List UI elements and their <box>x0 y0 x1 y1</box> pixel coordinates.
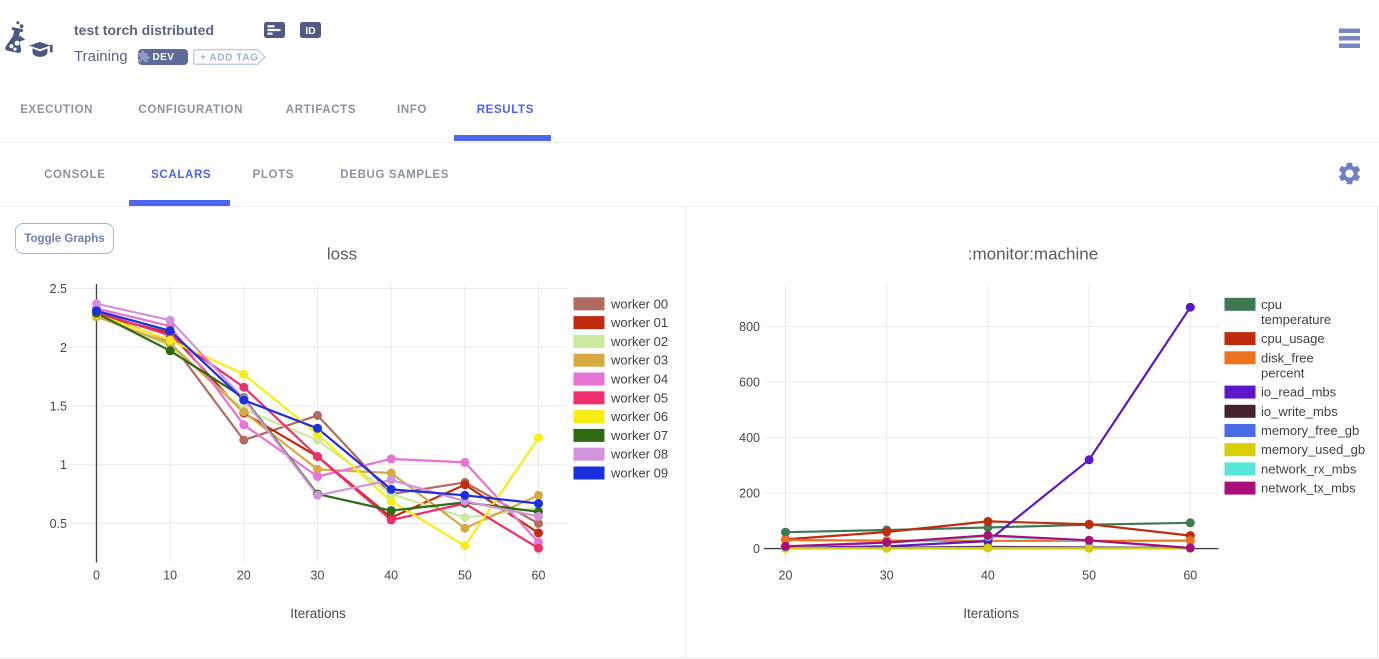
svg-text:memory_free_gb: memory_free_gb <box>1261 423 1359 438</box>
svg-text:disk_free: disk_free <box>1261 350 1314 365</box>
svg-text:10: 10 <box>163 569 177 583</box>
svg-text:worker 01: worker 01 <box>610 315 668 330</box>
svg-text:2: 2 <box>60 341 67 355</box>
svg-text::monitor:machine: :monitor:machine <box>968 245 1098 264</box>
svg-text:network_rx_mbs: network_rx_mbs <box>1261 461 1357 476</box>
svg-text:worker 08: worker 08 <box>610 447 668 462</box>
svg-text:0: 0 <box>753 542 760 556</box>
svg-text:Iterations: Iterations <box>290 606 346 621</box>
svg-text:60: 60 <box>532 569 546 583</box>
svg-text:cpu: cpu <box>1261 297 1282 312</box>
svg-text:cpu_usage: cpu_usage <box>1261 331 1325 346</box>
svg-text:800: 800 <box>739 320 760 334</box>
svg-text:200: 200 <box>739 487 760 501</box>
svg-text:network_tx_mbs: network_tx_mbs <box>1261 481 1356 496</box>
svg-text:2.5: 2.5 <box>50 282 67 296</box>
svg-text:+ ADD TAG: + ADD TAG <box>200 53 258 64</box>
svg-text:40: 40 <box>981 569 995 583</box>
svg-text:percent: percent <box>1261 365 1305 380</box>
svg-text:0.5: 0.5 <box>50 517 67 531</box>
svg-text:worker 06: worker 06 <box>610 409 668 424</box>
svg-text:io_read_mbs: io_read_mbs <box>1261 385 1337 400</box>
svg-text:20: 20 <box>779 569 793 583</box>
svg-text:memory_used_gb: memory_used_gb <box>1261 442 1365 457</box>
svg-text:50: 50 <box>1082 569 1096 583</box>
svg-text:1: 1 <box>60 458 67 472</box>
svg-text:0: 0 <box>93 569 100 583</box>
svg-text:60: 60 <box>1183 569 1197 583</box>
svg-text:600: 600 <box>739 376 760 390</box>
svg-text:30: 30 <box>880 569 894 583</box>
svg-text:1.5: 1.5 <box>50 400 67 414</box>
svg-text:Iterations: Iterations <box>963 606 1019 621</box>
svg-text:ID: ID <box>305 25 316 37</box>
svg-text:30: 30 <box>311 569 325 583</box>
svg-text:40: 40 <box>384 569 398 583</box>
svg-text:temperature: temperature <box>1261 312 1331 327</box>
svg-text:worker 09: worker 09 <box>610 466 668 481</box>
svg-text:worker 04: worker 04 <box>610 372 668 387</box>
svg-text:worker 00: worker 00 <box>610 296 668 311</box>
svg-text:io_write_mbs: io_write_mbs <box>1261 404 1338 419</box>
svg-text:worker 02: worker 02 <box>610 334 668 349</box>
svg-text:400: 400 <box>739 431 760 445</box>
svg-text:worker 03: worker 03 <box>610 353 668 368</box>
svg-text:worker 05: worker 05 <box>610 390 668 405</box>
svg-text:worker 07: worker 07 <box>610 428 668 443</box>
svg-text:loss: loss <box>327 245 357 264</box>
svg-text:20: 20 <box>237 569 251 583</box>
svg-text:50: 50 <box>458 569 472 583</box>
